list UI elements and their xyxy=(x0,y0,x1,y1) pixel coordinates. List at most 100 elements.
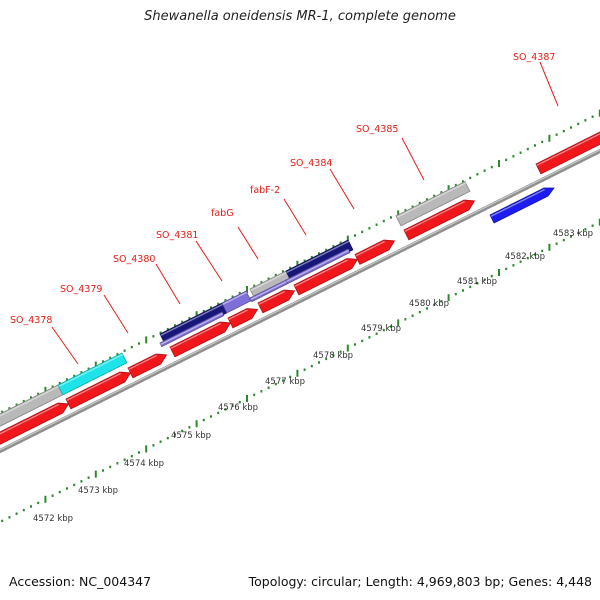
upper-ruler-dot xyxy=(231,295,234,298)
gene-arrow-fabG-sheen xyxy=(228,309,248,321)
lower-ruler-dot xyxy=(66,487,68,490)
upper-ruler-dot xyxy=(519,151,522,154)
lower-ruler-dot xyxy=(325,357,328,361)
kbp-label-4580: 4580 kbp xyxy=(409,299,449,309)
upper-ruler-dot xyxy=(390,216,392,219)
map-title: Shewanella oneidensis MR-1, complete gen… xyxy=(144,9,456,24)
upper-ruler-dot xyxy=(102,360,104,363)
kbp-label-4572: 4572 kbp xyxy=(33,514,73,524)
upper-ruler-dot xyxy=(454,183,457,187)
lower-ruler-dot xyxy=(433,303,436,307)
lower-ruler-dot xyxy=(152,444,155,447)
upper-ruler-dot xyxy=(570,126,572,129)
backbone-track xyxy=(0,148,600,454)
lower-ruler-dot xyxy=(591,224,594,227)
gene-label-SO_4380: SO_4380 xyxy=(113,254,155,265)
lower-ruler-dot xyxy=(303,368,306,371)
ruler-dots-layer xyxy=(1,109,600,523)
upper-ruler-dot xyxy=(282,270,284,273)
features-layer xyxy=(0,131,600,445)
upper-ruler-dot xyxy=(562,129,565,133)
lower-ruler-dot xyxy=(519,260,522,263)
gene-label-fabG: fabG xyxy=(211,208,234,219)
upper-ruler-dot xyxy=(37,392,40,396)
lower-ruler-dot xyxy=(368,336,371,339)
feature-gray-left-sheen xyxy=(0,385,60,417)
kbp-label-4583: 4583 kbp xyxy=(553,229,593,239)
lower-ruler-dot xyxy=(310,364,313,368)
lower-ruler-dot xyxy=(490,274,493,278)
upper-ruler-dot xyxy=(253,284,256,288)
feature-gray-right-sheen xyxy=(396,182,467,219)
lower-ruler-dot xyxy=(555,242,558,245)
lower-ruler-dot xyxy=(382,328,385,332)
lower-ruler-dot xyxy=(231,404,234,407)
feature-cyan-sheen xyxy=(58,353,124,388)
lower-ruler-dot xyxy=(483,278,486,281)
upper-ruler-dot xyxy=(58,381,61,385)
lower-ruler-dot xyxy=(541,249,544,253)
upper-ruler-dot xyxy=(584,119,587,122)
kbp-label-4582: 4582 kbp xyxy=(505,252,545,262)
leader-line-0 xyxy=(51,326,79,365)
feature-gray-right xyxy=(395,180,471,227)
lower-ruler-dot xyxy=(109,465,112,469)
upper-ruler-dot xyxy=(555,133,558,136)
gene-arrow-fabG xyxy=(227,308,259,329)
lower-ruler-dot xyxy=(361,339,364,343)
gene-arrow-SO_4378 xyxy=(0,402,70,445)
lower-ruler-dot xyxy=(8,516,11,519)
upper-ruler-dot xyxy=(159,331,162,334)
upper-ruler-dot xyxy=(66,378,68,381)
lower-ruler-dot xyxy=(318,361,320,364)
gene-label-SO_4385: SO_4385 xyxy=(356,124,398,135)
lower-ruler-dot xyxy=(15,512,18,515)
leader-lines-layer xyxy=(51,61,559,365)
kbp-label-4574: 4574 kbp xyxy=(124,459,164,469)
kbp-label-4577: 4577 kbp xyxy=(265,377,305,387)
feature-navy-2-sheen xyxy=(286,240,350,274)
kbp-label-4581: 4581 kbp xyxy=(457,277,497,287)
upper-ruler-dot xyxy=(512,155,515,158)
upper-ruler-dot xyxy=(217,302,220,306)
lower-ruler-dot xyxy=(289,375,292,379)
upper-ruler-dot xyxy=(361,230,364,234)
lower-ruler-dot xyxy=(188,426,191,429)
lower-ruler-dot xyxy=(476,282,479,285)
feature-lavender-band-1 xyxy=(159,311,225,348)
gene-arrow-SO_4384 xyxy=(293,258,359,296)
feature-lavender-band-3-sheen xyxy=(286,249,350,283)
lower-ruler-dot xyxy=(116,462,119,465)
lower-ruler-dot xyxy=(584,228,587,231)
lower-ruler-dot xyxy=(37,501,40,505)
lower-ruler-dot xyxy=(534,253,536,256)
upper-ruler-dot xyxy=(382,219,385,223)
leader-line-4 xyxy=(237,226,259,260)
backbone-highlight xyxy=(0,149,600,451)
kbp-label-4576: 4576 kbp xyxy=(218,403,258,413)
feature-navy-2 xyxy=(285,239,354,282)
upper-ruler-dot xyxy=(541,140,544,144)
upper-ruler-dot xyxy=(174,324,176,327)
lower-ruler-dot xyxy=(210,415,212,418)
upper-ruler-dot xyxy=(469,176,472,180)
gene-arrow-SO_4381 xyxy=(169,321,232,358)
leader-line-5 xyxy=(283,198,307,236)
lower-ruler-dot xyxy=(469,285,472,289)
upper-ruler-dot xyxy=(15,403,18,406)
gene-label-SO_4381: SO_4381 xyxy=(156,230,198,241)
upper-ruler-dot xyxy=(22,399,25,403)
gene-arrow-SO_4379 xyxy=(65,371,132,410)
lower-ruler-dot xyxy=(202,418,205,422)
feature-cyan xyxy=(57,352,128,396)
upper-ruler-dot xyxy=(166,327,169,331)
upper-ruler-dot xyxy=(202,309,205,313)
leader-line-1 xyxy=(103,294,129,334)
accession-text: Accession: NC_004347 xyxy=(9,574,152,589)
upper-ruler-dot xyxy=(433,194,436,198)
lower-ruler-dot xyxy=(181,429,184,433)
gene-arrow-SO_4380-sheen xyxy=(128,354,157,371)
upper-ruler-dot xyxy=(289,266,292,270)
lower-ruler-dot xyxy=(1,519,4,523)
